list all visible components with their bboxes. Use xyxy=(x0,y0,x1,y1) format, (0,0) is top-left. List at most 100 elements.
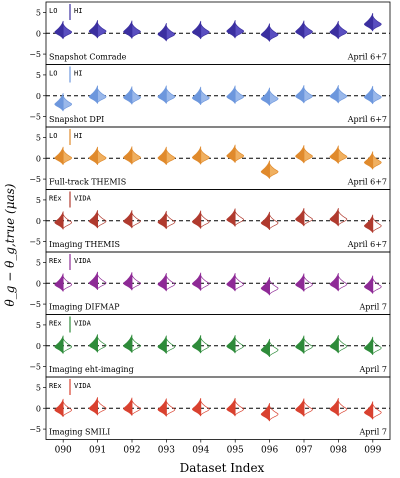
violin-left-half xyxy=(123,272,133,291)
violin-right-half xyxy=(338,88,348,104)
violin-left-half xyxy=(363,85,374,105)
violin-right-half xyxy=(234,23,245,39)
violin-right-half xyxy=(372,339,382,355)
violin-left-half xyxy=(157,272,167,292)
y-tick-label: 0 xyxy=(36,92,41,101)
violin-right-half xyxy=(303,88,313,104)
y-tick-label: −5 xyxy=(29,113,41,122)
violin-left-half xyxy=(295,145,305,164)
legend-label-right: HI xyxy=(74,7,82,15)
violin-left-half xyxy=(54,398,64,418)
violin-right-half xyxy=(372,15,382,32)
violin-right-half xyxy=(97,88,107,104)
violin-right-half xyxy=(269,90,279,106)
violin-right-half xyxy=(131,23,141,39)
panel-4: 5 0 −5 REx VIDA Imaging THEMIS April 6+7 xyxy=(29,189,391,253)
violin-right-half xyxy=(234,338,245,354)
legend-label-left: LO xyxy=(49,7,57,15)
legend-label-right: HI xyxy=(74,132,82,140)
violin-left-half xyxy=(329,85,339,104)
violin-left-half xyxy=(260,277,270,296)
violin-left-half xyxy=(363,12,374,32)
violin-left-half xyxy=(226,208,236,227)
violin-left-half xyxy=(123,397,133,416)
violin-right-half xyxy=(200,275,210,291)
violin-right-half xyxy=(303,210,313,227)
violin-left-half xyxy=(123,20,133,39)
violin-right-half xyxy=(269,214,279,230)
violin-right-half xyxy=(303,23,313,39)
legend-label-left: REx xyxy=(49,195,62,203)
x-tick-label: 091 xyxy=(89,446,106,456)
y-tick-label: 5 xyxy=(36,71,41,80)
violin-left-half xyxy=(363,151,374,170)
violin-right-half xyxy=(97,213,107,229)
violin-right-half xyxy=(62,276,73,292)
violin-left-half xyxy=(226,20,236,39)
y-tick-label: 0 xyxy=(36,279,41,288)
violin-left-half xyxy=(226,335,236,354)
panel-6: 5 0 −5 REx VIDA Imaging eht-imaging April 7 xyxy=(29,314,391,378)
violin-right-half xyxy=(372,88,382,105)
x-tick-label: 098 xyxy=(330,446,347,456)
violin-right-half xyxy=(97,400,107,416)
violin-left-half xyxy=(123,146,133,165)
y-tick-label: −5 xyxy=(29,238,41,247)
violin-right-half xyxy=(269,405,279,422)
violin-left-half xyxy=(191,397,202,417)
violin-left-half xyxy=(88,397,98,416)
violin-left-half xyxy=(363,336,374,355)
x-axis-label: Dataset Index xyxy=(180,461,265,475)
panel-5: 5 0 −5 REx VIDA Imaging DIFMAP April 7 xyxy=(29,251,391,315)
violin-left-half xyxy=(191,86,202,105)
violin-left-half xyxy=(157,335,167,354)
violin-right-half xyxy=(303,401,313,417)
violin-left-half xyxy=(260,23,270,42)
violin-left-half xyxy=(123,334,133,353)
violin-right-half xyxy=(166,149,176,165)
violin-left-half xyxy=(295,398,305,417)
y-tick-label: −5 xyxy=(29,425,41,434)
x-axis: 090 091 092 093 094 095 096 097 098 099 xyxy=(55,439,382,456)
violin-left-half xyxy=(295,335,305,354)
violin-left-half xyxy=(363,275,374,294)
violin-left-half xyxy=(295,207,305,227)
panel-method-label: Snapshot Comrade xyxy=(49,53,127,62)
violin-right-half xyxy=(269,163,279,179)
x-tick-label: 092 xyxy=(123,446,140,456)
violin-left-half xyxy=(88,20,98,39)
violin-right-half xyxy=(131,149,141,165)
violin-left-half xyxy=(260,160,270,179)
violin-left-half xyxy=(157,398,167,417)
violin-right-half xyxy=(234,147,245,163)
violin-left-half xyxy=(54,92,64,112)
violin-right-half xyxy=(372,217,382,233)
violin-left-half xyxy=(123,210,133,229)
violin-left-half xyxy=(260,211,270,230)
violin-right-half xyxy=(303,148,313,164)
violin-right-half xyxy=(131,337,141,353)
x-tick-label: 095 xyxy=(227,446,244,456)
x-tick-label: 099 xyxy=(364,446,381,456)
legend-label-right: HI xyxy=(74,70,82,78)
violin-right-half xyxy=(234,88,245,104)
violin-left-half xyxy=(329,20,339,40)
y-tick-label: −5 xyxy=(29,175,41,184)
y-tick-label: −5 xyxy=(29,300,41,309)
violin-left-half xyxy=(363,214,374,233)
x-tick-label: 090 xyxy=(55,446,72,456)
y-tick-label: 5 xyxy=(36,383,41,392)
violin-right-half xyxy=(372,278,382,294)
violin-right-half xyxy=(372,154,382,170)
y-tick-label: 0 xyxy=(36,217,41,226)
x-tick-label: 097 xyxy=(295,446,312,456)
y-tick-label: −5 xyxy=(29,50,41,59)
violin-left-half xyxy=(54,211,64,230)
y-tick-label: 5 xyxy=(36,8,41,17)
violin-left-half xyxy=(123,86,133,105)
violin-right-half xyxy=(166,213,176,230)
violin-right-half xyxy=(62,214,73,230)
violin-right-half xyxy=(131,400,141,416)
violin-right-half xyxy=(338,338,348,354)
violin-left-half xyxy=(88,146,98,165)
